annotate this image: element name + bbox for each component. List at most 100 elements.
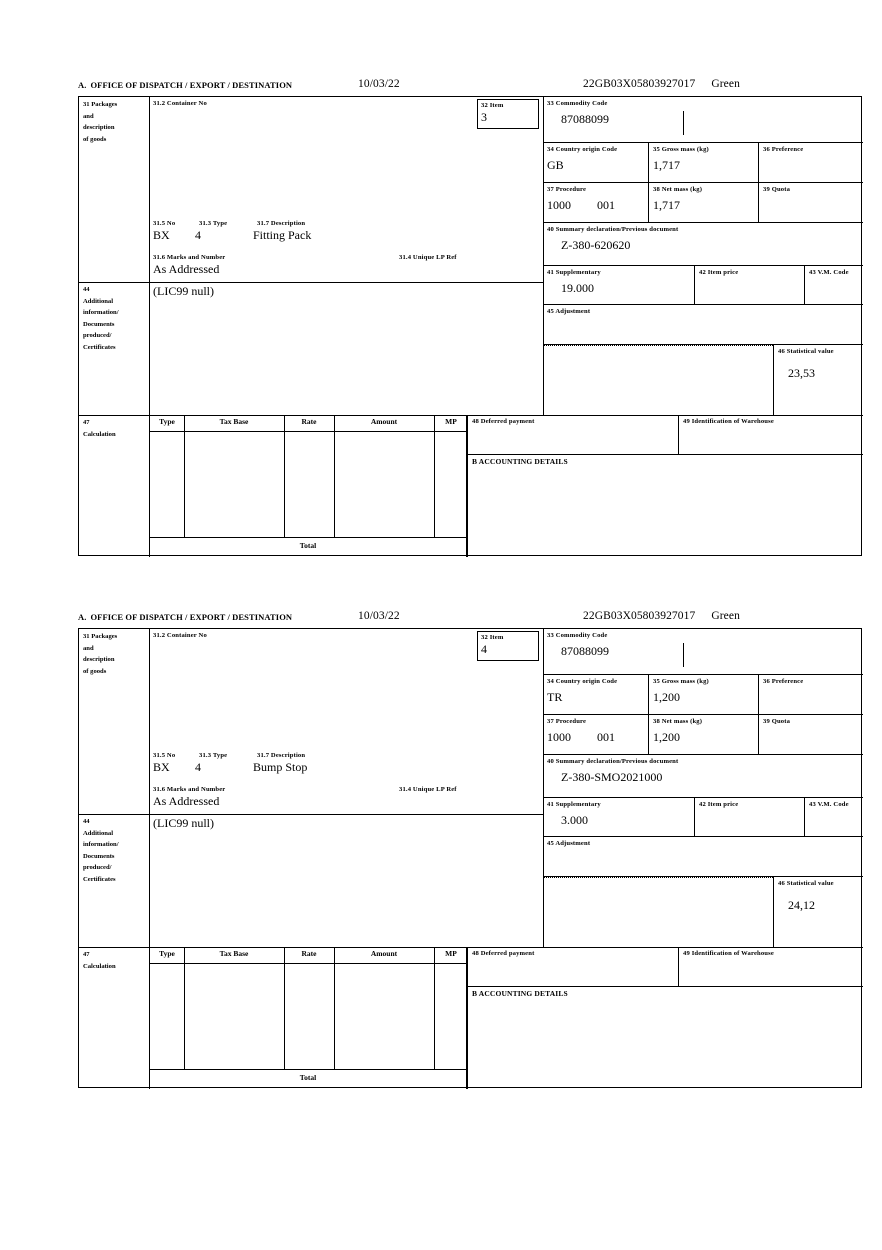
form-header: A. OFFICE OF DISPATCH / EXPORT / DESTINAT… — [78, 610, 862, 628]
box-35-value: 1,717 — [653, 157, 680, 172]
box-44-label-line2: Additional — [83, 297, 114, 305]
box-44-label-line5: produced/ — [83, 332, 112, 339]
box-31-label-line1: 31 Packages — [83, 633, 118, 640]
box-39-quota[interactable]: 39 Quota — [759, 183, 863, 223]
calc-header-divider — [150, 431, 468, 432]
box-47-calculation-table[interactable]: Type Tax Base Rate Amount MP Total — [149, 947, 468, 1089]
box-44-value: (LIC99 null) — [153, 284, 214, 298]
box-40-summary-declaration[interactable]: 40 Summary declaration/Previous document… — [543, 223, 863, 266]
box-31-4-label: 31.4 Unique LP Ref — [399, 786, 457, 793]
box-49-identification-of-warehouse[interactable]: 49 Identification of Warehouse — [679, 415, 863, 455]
box-47-label: 47 Calculation — [79, 947, 149, 1089]
box-31-5-value: BX — [153, 760, 170, 774]
box-34-label: 34 Country origin Code — [547, 678, 618, 685]
box-42-label: 42 Item price — [699, 801, 739, 808]
box-31-label-line4: of goods — [83, 135, 107, 143]
header-a-marker: A. — [78, 612, 87, 622]
box-38-net-mass[interactable]: 38 Net mass (kg) 1,200 — [649, 715, 759, 755]
sad-form-item-3: A. OFFICE OF DISPATCH / EXPORT / DESTINAT… — [78, 78, 863, 557]
box-41-label: 41 Supplementary — [547, 269, 601, 276]
box-44-additional-information[interactable]: (LIC99 null) — [149, 814, 543, 947]
declaration-date: 10/03/22 — [358, 610, 400, 622]
form-body: 31 Packages and description of goods 31.… — [78, 96, 863, 557]
box-31-3-label: 31.3 Type — [199, 220, 228, 227]
box-45-adjustment[interactable]: 45 Adjustment — [543, 305, 863, 345]
box-41-value: 3.000 — [561, 812, 588, 827]
box-41-supplementary[interactable]: 41 Supplementary 3.000 — [543, 798, 695, 837]
calc-header-amount: Amount — [370, 949, 398, 958]
box-37-procedure[interactable]: 37 Procedure 1000 001 — [543, 183, 649, 223]
box-48-deferred-payment[interactable]: 48 Deferred payment — [467, 947, 679, 987]
box-37-value-1: 1000 — [547, 729, 571, 744]
box-44-label-line4: Documents — [83, 320, 115, 328]
box-31-2-label: 31.2 Container No — [153, 100, 207, 107]
calc-col-divider-3 — [334, 947, 335, 1069]
box-38-net-mass[interactable]: 38 Net mass (kg) 1,717 — [649, 183, 759, 223]
box-45-adjustment[interactable]: 45 Adjustment — [543, 837, 863, 877]
box-32-item[interactable]: 32 Item 4 — [477, 631, 539, 661]
box-31-2-container-no[interactable]: 31.2 Container No — [149, 629, 543, 751]
box-41-label: 41 Supplementary — [547, 801, 601, 808]
box-b-accounting-details[interactable]: B ACCOUNTING DETAILS — [467, 455, 863, 557]
box-46-label: 46 Statistical value — [778, 348, 834, 355]
box-39-quota[interactable]: 39 Quota — [759, 715, 863, 755]
box-32-value: 4 — [481, 641, 487, 656]
box-37-value-2: 001 — [597, 197, 615, 212]
box-33-commodity-code[interactable]: 33 Commodity Code 87088099 — [543, 629, 863, 675]
box-36-preference[interactable]: 36 Preference — [759, 675, 863, 715]
box-32-label: 32 Item — [481, 102, 504, 109]
box-37-value-1: 1000 — [547, 197, 571, 212]
box-47-label-line2: Calculation — [83, 962, 116, 970]
box-35-gross-mass[interactable]: 35 Gross mass (kg) 1,717 — [649, 143, 759, 183]
box-31-2-container-no[interactable]: 31.2 Container No — [149, 97, 543, 219]
box-31-7-label: 31.7 Description — [257, 752, 306, 759]
box-31-label-line3: description — [83, 124, 115, 131]
box-44-label-line5: produced/ — [83, 864, 112, 871]
box-44-additional-information[interactable]: (LIC99 null) — [149, 282, 543, 415]
box-31-7-value: Fitting Pack — [253, 228, 312, 242]
box-31-label-line2: and — [83, 112, 94, 120]
box-46-statistical-value[interactable]: 46 Statistical value 24,12 — [773, 877, 863, 947]
box-37-procedure[interactable]: 37 Procedure 1000 001 — [543, 715, 649, 755]
office-of-dispatch-label: A. OFFICE OF DISPATCH / EXPORT / DESTINAT… — [78, 80, 292, 90]
box-42-item-price[interactable]: 42 Item price — [695, 798, 805, 837]
box-32-item[interactable]: 32 Item 3 — [477, 99, 539, 129]
box-44-label-line2: Additional — [83, 829, 114, 837]
box-46-statistical-value[interactable]: 46 Statistical value 23,53 — [773, 345, 863, 415]
box-33-inner-divider — [683, 643, 684, 667]
box-49-identification-of-warehouse[interactable]: 49 Identification of Warehouse — [679, 947, 863, 987]
calc-header-mp: MP — [445, 417, 457, 426]
box-38-value: 1,717 — [653, 197, 680, 212]
box-42-item-price[interactable]: 42 Item price — [695, 266, 805, 305]
box-38-value: 1,200 — [653, 729, 680, 744]
box-43-vm-code[interactable]: 43 V.M. Code — [805, 266, 863, 305]
box-41-supplementary[interactable]: 41 Supplementary 19.000 — [543, 266, 695, 305]
box-35-label: 35 Gross mass (kg) — [653, 678, 709, 685]
box-31-description-row[interactable]: 31.5 No 31.3 Type 31.7 Description BX 4 … — [149, 219, 543, 251]
box-31-marks-row[interactable]: 31.6 Marks and Number 31.4 Unique LP Ref… — [149, 785, 543, 814]
box-43-label: 43 V.M. Code — [809, 801, 849, 808]
box-48-deferred-payment[interactable]: 48 Deferred payment — [467, 415, 679, 455]
box-34-country-origin-code[interactable]: 34 Country origin Code TR — [543, 675, 649, 715]
box-40-summary-declaration[interactable]: 40 Summary declaration/Previous document… — [543, 755, 863, 798]
box-b-accounting-details[interactable]: B ACCOUNTING DETAILS — [467, 987, 863, 1089]
box-43-vm-code[interactable]: 43 V.M. Code — [805, 798, 863, 837]
box-35-gross-mass[interactable]: 35 Gross mass (kg) 1,200 — [649, 675, 759, 715]
box-40-label: 40 Summary declaration/Previous document — [547, 758, 679, 765]
box-34-country-origin-code[interactable]: 34 Country origin Code GB — [543, 143, 649, 183]
box-31-label-line4: of goods — [83, 667, 107, 675]
box-36-label: 36 Preference — [763, 146, 804, 153]
box-44-value: (LIC99 null) — [153, 816, 214, 830]
box-48-label: 48 Deferred payment — [472, 950, 535, 957]
box-31-description-row[interactable]: 31.5 No 31.3 Type 31.7 Description BX 4 … — [149, 751, 543, 783]
box-36-preference[interactable]: 36 Preference — [759, 143, 863, 183]
box-33-value: 87088099 — [561, 111, 609, 126]
box-33-commodity-code[interactable]: 33 Commodity Code 87088099 — [543, 97, 863, 143]
box-44-label-line4: Documents — [83, 852, 115, 860]
box-47-calculation-table[interactable]: Type Tax Base Rate Amount MP Total — [149, 415, 468, 557]
box-44-label-line1: 44 — [83, 818, 90, 825]
box-33-inner-divider — [683, 111, 684, 135]
box-31-marks-row[interactable]: 31.6 Marks and Number 31.4 Unique LP Ref… — [149, 253, 543, 282]
declaration-reference: 22GB03X05803927017 Green — [583, 610, 740, 622]
form-body: 31 Packages and description of goods 31.… — [78, 628, 863, 1089]
